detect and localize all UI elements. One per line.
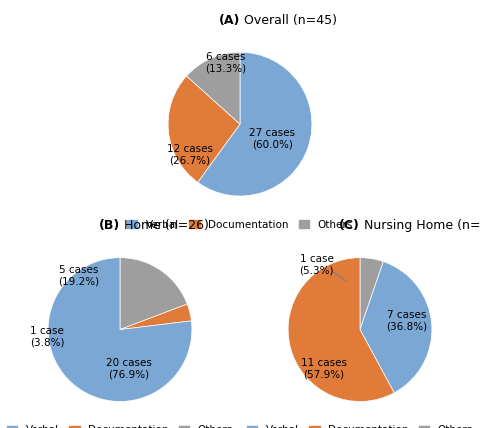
Text: 1 case
(3.8%): 1 case (3.8%) bbox=[30, 326, 65, 348]
Wedge shape bbox=[187, 52, 240, 124]
Text: 5 cases
(19.2%): 5 cases (19.2%) bbox=[58, 265, 99, 286]
Text: 20 cases
(76.9%): 20 cases (76.9%) bbox=[106, 358, 152, 380]
Text: Home (n=26): Home (n=26) bbox=[120, 220, 209, 232]
Legend: Verbal, Documentation, Others: Verbal, Documentation, Others bbox=[3, 421, 237, 428]
Text: (C): (C) bbox=[339, 220, 360, 232]
Wedge shape bbox=[360, 262, 432, 393]
Legend: Verbal, Documentation, Others: Verbal, Documentation, Others bbox=[123, 216, 357, 234]
Wedge shape bbox=[120, 304, 192, 330]
Wedge shape bbox=[168, 76, 240, 182]
Text: 1 case
(5.3%): 1 case (5.3%) bbox=[300, 254, 334, 276]
Wedge shape bbox=[360, 258, 384, 330]
Wedge shape bbox=[48, 258, 192, 401]
Wedge shape bbox=[120, 258, 187, 330]
Title: (B) Home (n=26): (B) Home (n=26) bbox=[0, 427, 1, 428]
Text: 12 cases
(26.7%): 12 cases (26.7%) bbox=[167, 144, 213, 166]
Wedge shape bbox=[198, 52, 312, 196]
Text: 11 cases
(57.9%): 11 cases (57.9%) bbox=[301, 358, 347, 380]
Text: 27 cases
(60.0%): 27 cases (60.0%) bbox=[249, 128, 295, 149]
Text: 6 cases
(13.3%): 6 cases (13.3%) bbox=[205, 52, 246, 74]
Title: (A) Overall (n=45): (A) Overall (n=45) bbox=[0, 427, 1, 428]
Wedge shape bbox=[288, 258, 394, 401]
Text: (B): (B) bbox=[99, 220, 120, 232]
Text: Nursing Home (n=19): Nursing Home (n=19) bbox=[360, 220, 480, 232]
Text: (A): (A) bbox=[218, 14, 240, 27]
Title: (C) Nursing Home (n=19): (C) Nursing Home (n=19) bbox=[0, 427, 1, 428]
Legend: Verbal, Documentation, Others: Verbal, Documentation, Others bbox=[243, 421, 477, 428]
Text: Overall (n=45): Overall (n=45) bbox=[240, 14, 337, 27]
Text: 7 cases
(36.8%): 7 cases (36.8%) bbox=[386, 310, 427, 331]
